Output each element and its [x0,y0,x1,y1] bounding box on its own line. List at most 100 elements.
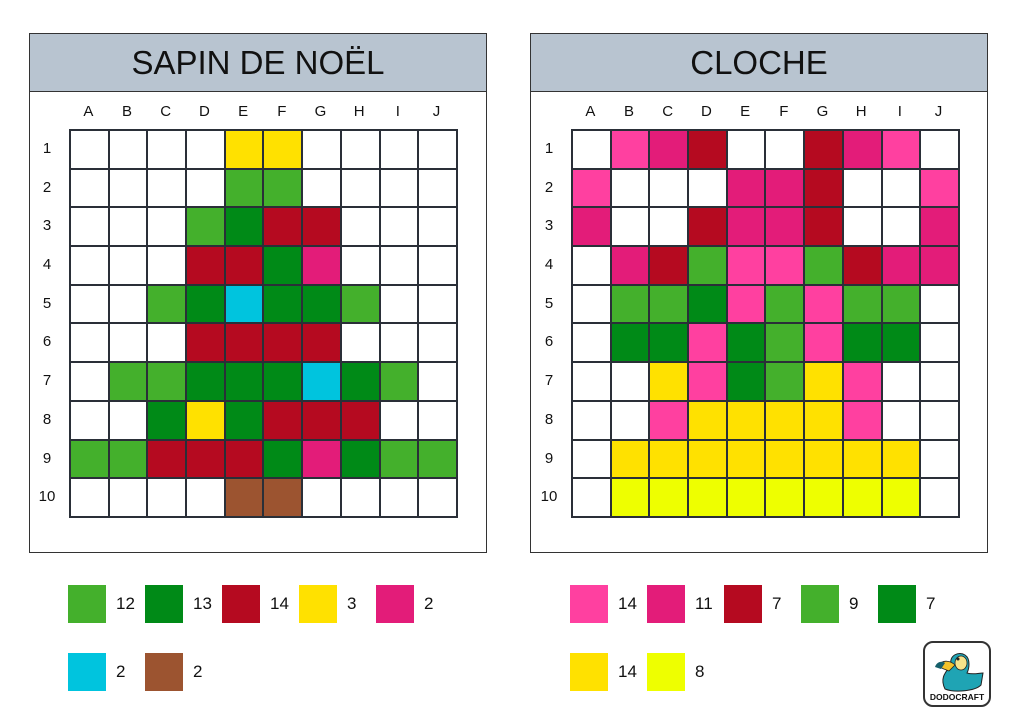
grid-cell[interactable] [418,246,457,285]
grid-cell[interactable] [920,130,959,169]
grid-cell[interactable] [842,478,882,517]
grid-cell[interactable] [340,207,380,247]
grid-cell[interactable] [302,400,341,440]
grid-cell[interactable] [610,284,650,324]
grid-cell[interactable] [649,246,689,285]
grid-cell[interactable] [186,168,225,208]
grid-cell[interactable] [765,168,805,208]
grid-cell[interactable] [340,130,380,169]
grid-cell[interactable] [649,400,689,440]
grid-cell[interactable] [842,246,882,285]
grid-cell[interactable] [340,439,380,479]
grid-cell[interactable] [186,207,225,247]
grid-cell[interactable] [108,439,148,479]
grid-cell[interactable] [688,400,727,440]
grid-cell[interactable] [263,130,303,169]
grid-cell[interactable] [726,207,766,247]
grid-cell[interactable] [263,478,303,517]
grid-cell[interactable] [688,246,727,285]
grid-cell[interactable] [224,284,264,324]
grid-cell[interactable] [610,478,650,517]
grid-cell[interactable] [804,168,843,208]
grid-cell[interactable] [263,246,303,285]
grid-cell[interactable] [804,400,843,440]
grid-cell[interactable] [302,246,341,285]
grid-cell[interactable] [688,439,727,479]
grid-cell[interactable] [881,168,921,208]
grid-cell[interactable] [379,362,419,401]
grid-cell[interactable] [649,323,689,363]
grid-cell[interactable] [224,478,264,517]
grid-cell[interactable] [726,478,766,517]
grid-cell[interactable] [224,400,264,440]
grid-cell[interactable] [804,478,843,517]
grid-cell[interactable] [108,246,148,285]
grid-cell[interactable] [379,130,419,169]
grid-cell[interactable] [688,284,727,324]
grid-cell[interactable] [726,168,766,208]
grid-cell[interactable] [881,130,921,169]
grid-cell[interactable] [610,400,650,440]
grid-cell[interactable] [610,207,650,247]
grid-cell[interactable] [108,284,148,324]
grid-cell[interactable] [340,400,380,440]
grid-cell[interactable] [70,246,109,285]
grid-cell[interactable] [610,323,650,363]
grid-cell[interactable] [340,362,380,401]
grid-cell[interactable] [263,168,303,208]
grid-cell[interactable] [688,323,727,363]
grid-cell[interactable] [920,400,959,440]
grid-cell[interactable] [649,130,689,169]
grid-cell[interactable] [726,439,766,479]
grid-cell[interactable] [765,323,805,363]
grid-cell[interactable] [70,478,109,517]
grid-cell[interactable] [379,207,419,247]
grid-cell[interactable] [920,323,959,363]
grid-cell[interactable] [70,284,109,324]
grid-cell[interactable] [340,323,380,363]
grid-cell[interactable] [920,439,959,479]
grid-cell[interactable] [418,439,457,479]
grid-cell[interactable] [920,362,959,401]
grid-cell[interactable] [147,246,187,285]
grid-cell[interactable] [224,246,264,285]
grid-cell[interactable] [765,439,805,479]
grid-cell[interactable] [726,130,766,169]
grid-cell[interactable] [108,478,148,517]
grid-cell[interactable] [302,323,341,363]
grid-cell[interactable] [881,246,921,285]
grid-cell[interactable] [842,284,882,324]
grid-cell[interactable] [572,362,611,401]
grid-cell[interactable] [842,400,882,440]
grid-cell[interactable] [842,207,882,247]
grid-cell[interactable] [842,168,882,208]
grid-cell[interactable] [147,323,187,363]
grid-cell[interactable] [881,478,921,517]
grid-cell[interactable] [804,439,843,479]
grid-cell[interactable] [726,323,766,363]
grid-cell[interactable] [302,130,341,169]
grid-cell[interactable] [147,130,187,169]
grid-cell[interactable] [379,168,419,208]
grid-cell[interactable] [302,478,341,517]
grid-cell[interactable] [765,207,805,247]
grid-cell[interactable] [804,362,843,401]
grid-cell[interactable] [108,323,148,363]
grid-cell[interactable] [726,400,766,440]
grid-cell[interactable] [726,246,766,285]
grid-cell[interactable] [649,439,689,479]
grid-cell[interactable] [340,168,380,208]
grid-cell[interactable] [842,323,882,363]
grid-cell[interactable] [572,323,611,363]
grid-cell[interactable] [881,207,921,247]
grid-cell[interactable] [688,130,727,169]
grid-cell[interactable] [379,323,419,363]
grid-cell[interactable] [572,400,611,440]
grid-cell[interactable] [302,362,341,401]
grid-cell[interactable] [572,284,611,324]
grid-cell[interactable] [572,246,611,285]
grid-cell[interactable] [340,284,380,324]
grid-cell[interactable] [263,284,303,324]
grid-cell[interactable] [263,362,303,401]
grid-cell[interactable] [649,207,689,247]
